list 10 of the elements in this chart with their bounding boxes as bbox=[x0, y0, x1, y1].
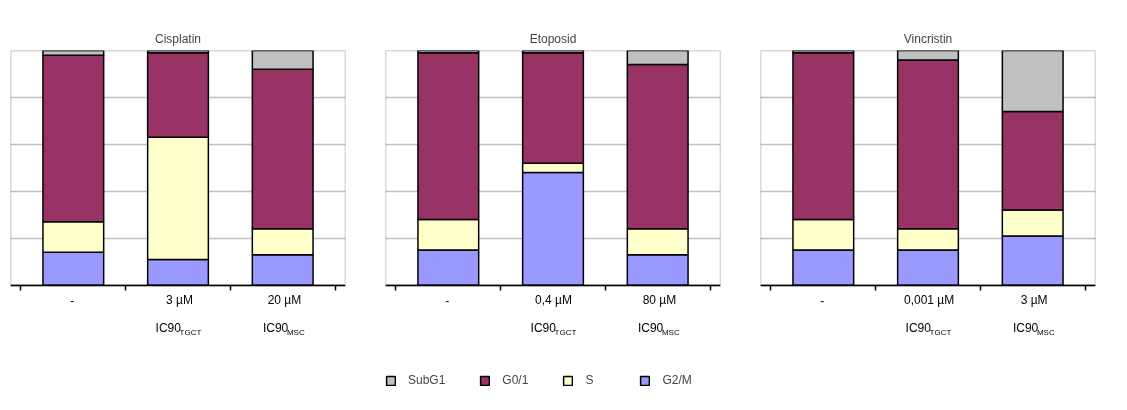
chart-title: Vincristin bbox=[903, 31, 953, 46]
legend-label: SubG1 bbox=[408, 373, 446, 387]
legend-label: G0/1 bbox=[502, 373, 529, 387]
legend-label: G2/M bbox=[662, 373, 692, 387]
chart-title: Cisplatin bbox=[154, 31, 202, 46]
legend-label: S bbox=[585, 373, 595, 387]
x-tick-label: - bbox=[820, 293, 825, 308]
chart-title: Etoposid bbox=[529, 31, 577, 46]
x-tick-label: - bbox=[70, 293, 75, 308]
x-tick-label: - bbox=[445, 293, 450, 308]
